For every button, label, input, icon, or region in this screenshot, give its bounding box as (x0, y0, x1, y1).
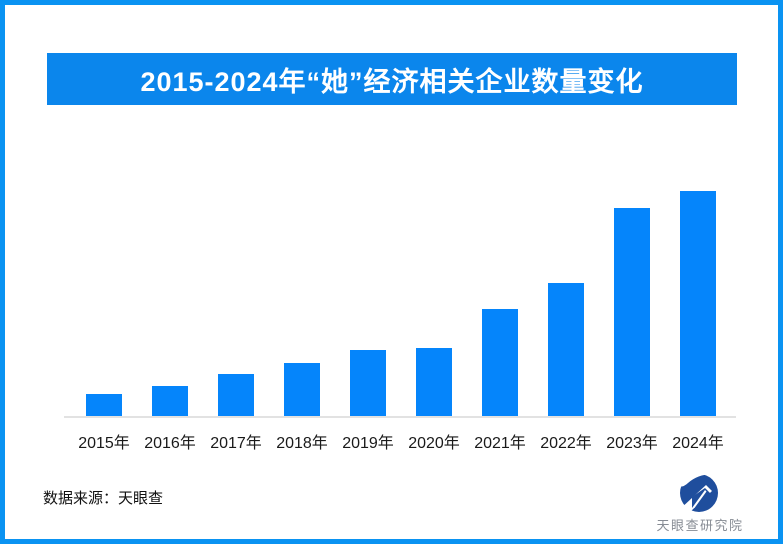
x-axis-label: 2018年 (276, 435, 328, 452)
tianyancha-eye-logo-icon (679, 470, 722, 513)
x-axis-label: 2015年 (78, 435, 130, 452)
chart-title: 2015-2024年“她”经济相关企业数量变化 (140, 66, 644, 97)
x-axis-label: 2020年 (408, 435, 460, 452)
x-axis-label: 2019年 (342, 435, 394, 452)
bar (284, 363, 320, 416)
bar-column: 2019年 (342, 350, 394, 452)
bar (482, 309, 518, 416)
brand-name: 天眼查研究院 (656, 518, 744, 533)
x-axis-label: 2016年 (144, 435, 196, 452)
x-axis-line (64, 416, 736, 418)
bar-column: 2024年 (672, 191, 724, 452)
bar (416, 348, 452, 416)
bar (350, 350, 386, 416)
bar-column: 2022年 (540, 283, 592, 452)
title-banner: 2015-2024年“她”经济相关企业数量变化 (47, 53, 737, 105)
bar (86, 394, 122, 416)
bar-column: 2017年 (210, 374, 262, 452)
x-axis-label: 2021年 (474, 435, 526, 452)
data-source-label: 数据来源：天眼查 (43, 490, 164, 507)
bar-column: 2016年 (144, 386, 196, 452)
bar-column: 2018年 (276, 363, 328, 452)
x-axis-label: 2024年 (672, 435, 724, 452)
bar (152, 386, 188, 416)
brand-block: 天眼查研究院 (653, 469, 747, 534)
bars-container: 2015年 2016年 2017年 2018年 2019年 2020年 2021年 2022年… (78, 191, 724, 452)
bar (680, 191, 716, 416)
bar-column: 2021年 (474, 309, 526, 452)
bar-column: 2020年 (408, 348, 460, 452)
bar (548, 283, 584, 416)
bar-column: 2015年 (78, 394, 130, 452)
bar (614, 208, 650, 416)
x-axis-label: 2023年 (606, 435, 658, 452)
bar-chart: 2015年 2016年 2017年 2018年 2019年 2020年 2021年 2022年… (5, 5, 778, 539)
bar (218, 374, 254, 416)
bar-column: 2023年 (606, 208, 658, 452)
x-axis-label: 2022年 (540, 435, 592, 452)
x-axis-label: 2017年 (210, 435, 262, 452)
